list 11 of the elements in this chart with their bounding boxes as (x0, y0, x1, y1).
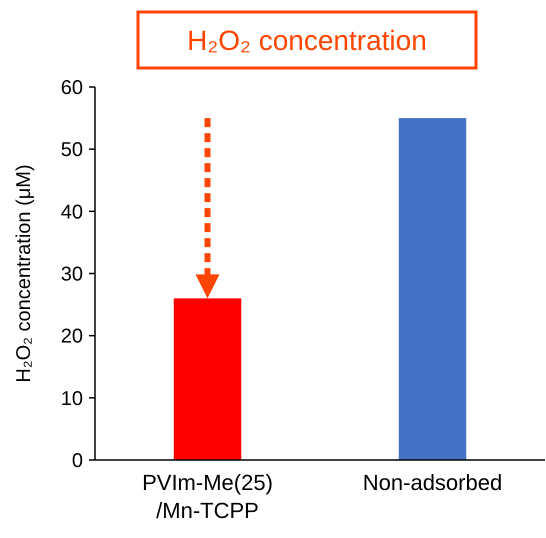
y-tick-label: 50 (60, 139, 83, 162)
y-tick-label: 0 (72, 450, 83, 472)
x-tick-label: Non-adsorbed (362, 470, 502, 495)
y-tick-label: 10 (60, 388, 83, 410)
chart-title: H₂O₂ concentration (187, 25, 427, 56)
y-tick-label: 40 (60, 201, 83, 224)
y-tick-label: 30 (60, 264, 83, 286)
y-tick-label: 20 (60, 326, 83, 348)
y-tick-label: 60 (60, 77, 83, 99)
x-tick-label: PVIm-Me(25) /Mn-TCPP (142, 470, 273, 523)
y-axis-title: H₂O₂ concentration (μM) (13, 164, 35, 383)
